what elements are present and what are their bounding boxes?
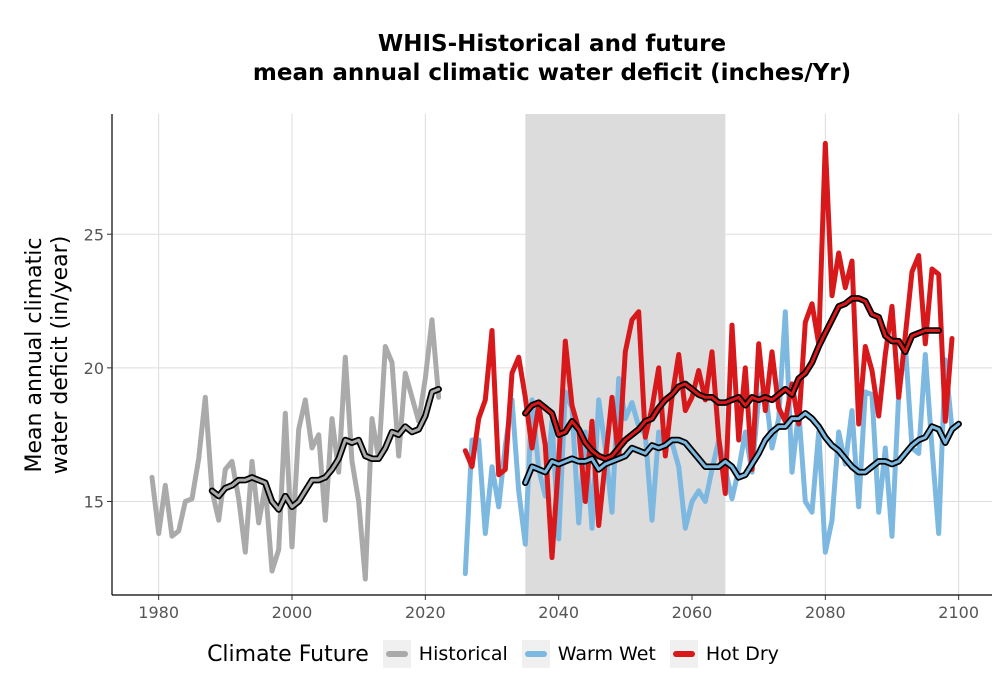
series-line-historical xyxy=(149,317,442,582)
trend-line-warm-wet-smoothed xyxy=(523,411,961,485)
x-tick-label: 2080 xyxy=(805,603,846,622)
x-tick-label: 2100 xyxy=(938,603,979,622)
legend-item-hot-dry: Hot Dry xyxy=(669,640,779,668)
legend-item-historical: Historical xyxy=(382,640,508,668)
axes xyxy=(111,114,992,596)
y-axis-label-line1: Mean annual climatic xyxy=(22,237,47,473)
series-lines xyxy=(149,140,962,582)
legend: Climate Future Historical Warm Wet Hot D… xyxy=(0,640,1000,668)
legend-label-hot-dry: Hot Dry xyxy=(705,643,779,665)
chart-title: WHIS-Historical and future mean annual c… xyxy=(112,30,992,88)
chart-title-line1: WHIS-Historical and future xyxy=(377,31,727,57)
trend-line-historical-smoothed xyxy=(210,387,441,511)
legend-label-warm-wet: Warm Wet xyxy=(557,643,656,665)
x-tick-label: 2020 xyxy=(405,603,446,622)
y-tick-label: 25 xyxy=(84,225,104,244)
y-tick-label: 20 xyxy=(84,359,104,378)
legend-item-warm-wet: Warm Wet xyxy=(521,640,656,668)
legend-key-warm-wet xyxy=(521,640,550,668)
x-tick-label: 2060 xyxy=(672,603,713,622)
y-axis-label-line2: water deficit (in/year) xyxy=(48,235,73,475)
y-axis-label: Mean annual climatic water deficit (in/y… xyxy=(22,236,74,475)
tick-labels: 1980 2000 2020 2040 2060 2080 2100 15 20 25 xyxy=(84,225,979,622)
series-line-hot-dry xyxy=(462,140,955,561)
chart-subtitle: mean annual climatic water deficit (inch… xyxy=(252,60,852,86)
legend-key-hot-dry xyxy=(669,640,698,668)
x-tick-label: 2040 xyxy=(538,603,579,622)
y-tick-label: 15 xyxy=(84,492,104,511)
x-tick-label: 1980 xyxy=(138,603,179,622)
legend-title: Climate Future xyxy=(207,641,369,667)
trend-line-hot-dry-smoothed xyxy=(523,296,941,461)
x-tick-label: 2000 xyxy=(272,603,313,622)
legend-key-historical xyxy=(382,640,411,668)
legend-label-historical: Historical xyxy=(418,643,508,665)
